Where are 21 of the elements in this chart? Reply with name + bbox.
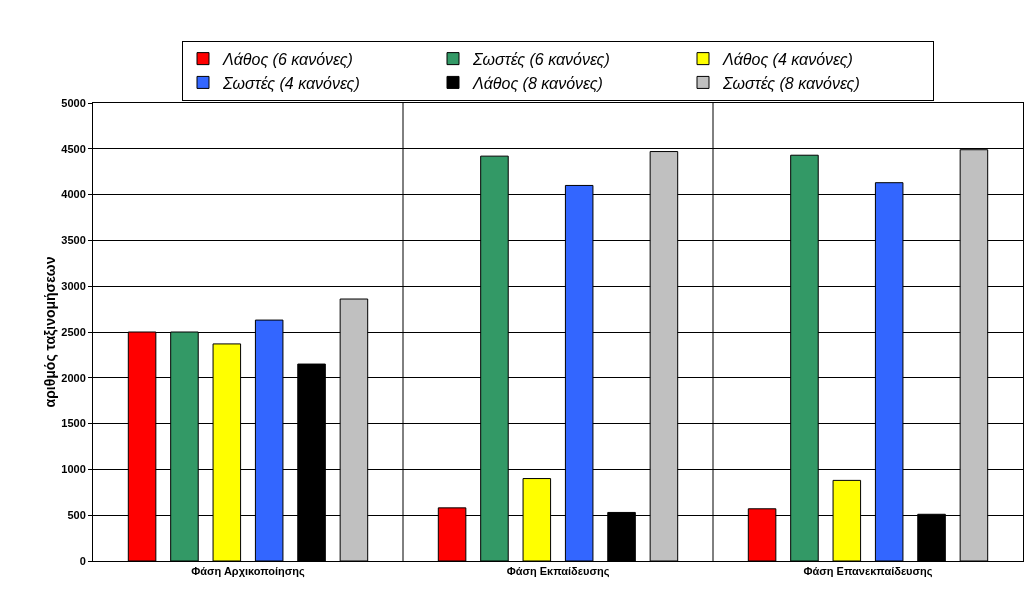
y-tick-label: 1500 (61, 417, 86, 430)
legend-label: Σωστές (6 κανόνες) (472, 50, 610, 68)
y-tick-label: 4000 (61, 188, 86, 201)
y-axis-title: αριθμός ταξινομήσεων (42, 256, 58, 408)
y-tick-label: 0 (79, 554, 86, 567)
y-tick-label: 3000 (61, 280, 86, 293)
legend-label: Λάθος (6 κανόνες) (222, 50, 353, 68)
legend-label: Σωστές (8 κανόνες) (722, 74, 860, 92)
legend-label: Λάθος (4 κανόνες) (722, 50, 853, 68)
y-tick-label: 3500 (61, 234, 86, 247)
y-tick-label: 1000 (61, 463, 86, 476)
y-tick-label: 4500 (61, 142, 86, 155)
x-tick-label: Φάση Επανεκπαίδευσης (803, 565, 933, 579)
legend-label: Σωστές (4 κανόνες) (222, 74, 360, 92)
y-tick-label: 2000 (61, 371, 86, 384)
y-tick-label: 5000 (61, 96, 86, 109)
y-tick-label: 2500 (61, 325, 86, 338)
legend-label: Λάθος (8 κανόνες) (472, 74, 603, 92)
y-tick-label: 500 (67, 509, 86, 522)
x-tick-label: Φάση Αρχικοποίησης (191, 565, 306, 579)
x-tick-label: Φάση Εκπαίδευσης (506, 565, 610, 579)
